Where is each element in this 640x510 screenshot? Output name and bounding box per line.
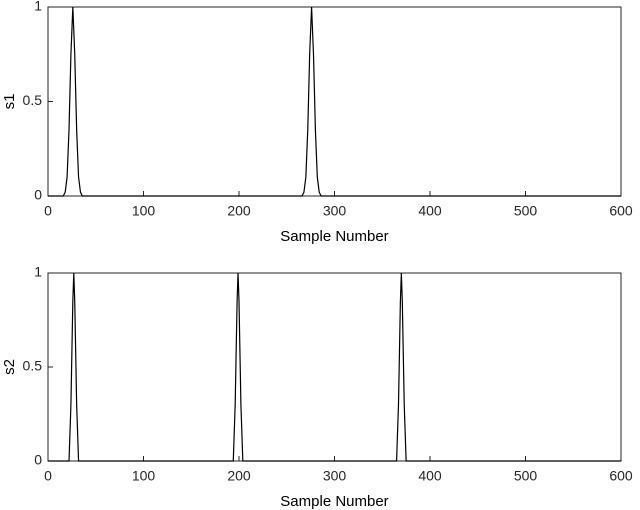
- x-axis-label: Sample Number: [280, 493, 388, 510]
- y-tick-label: 1: [34, 264, 42, 280]
- line-series: [48, 6, 621, 197]
- y-tick-label: 1: [34, 0, 42, 14]
- axes-box: [47, 6, 622, 197]
- x-tick-label: 0: [44, 468, 52, 484]
- y-axis-label: s1: [1, 94, 18, 110]
- line-series: [48, 272, 621, 462]
- y-tick-label: 0: [34, 187, 42, 203]
- x-tick-label: 500: [514, 203, 538, 219]
- x-tick-label: 400: [418, 203, 442, 219]
- x-tick-label: 200: [227, 203, 251, 219]
- x-axis-label: Sample Number: [280, 228, 388, 245]
- y-tick-label: 0: [34, 452, 42, 468]
- y-tick-label: 0.5: [23, 92, 43, 108]
- x-tick-label: 100: [132, 468, 156, 484]
- y-tick-label: 0.5: [23, 358, 43, 374]
- x-tick-label: 600: [609, 468, 633, 484]
- x-tick-label: 500: [514, 468, 538, 484]
- x-tick-label: 0: [44, 203, 52, 219]
- y-axis-label: s2: [1, 359, 18, 375]
- x-tick-label: 200: [227, 468, 251, 484]
- x-tick-label: 400: [418, 468, 442, 484]
- x-tick-label: 300: [323, 468, 347, 484]
- axes-box: [47, 272, 622, 462]
- x-tick-label: 300: [323, 203, 347, 219]
- x-tick-label: 600: [609, 203, 633, 219]
- x-tick-label: 100: [132, 203, 156, 219]
